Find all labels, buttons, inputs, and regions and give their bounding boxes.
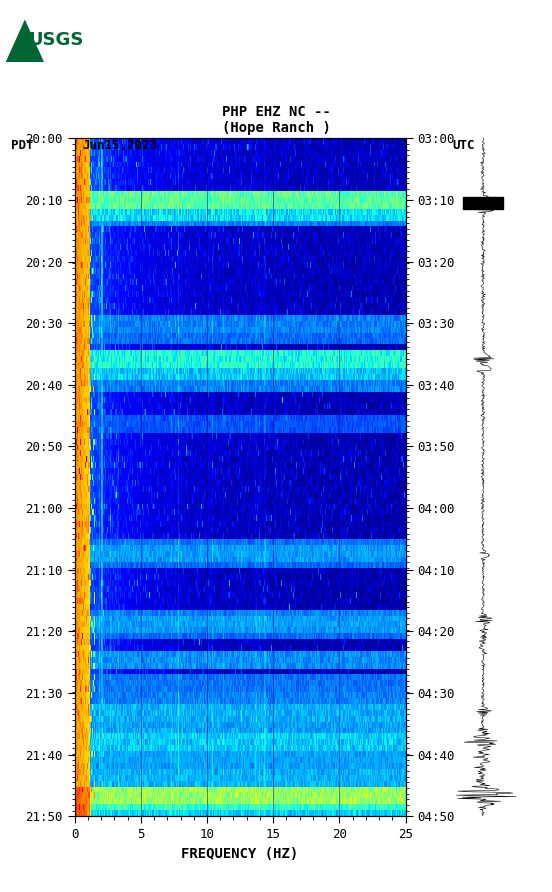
Text: USGS: USGS <box>29 31 84 49</box>
X-axis label: FREQUENCY (HZ): FREQUENCY (HZ) <box>182 847 299 861</box>
Text: UTC: UTC <box>453 139 475 153</box>
Text: PDT: PDT <box>11 139 34 153</box>
Bar <box>463 197 503 209</box>
Text: (Hope Ranch ): (Hope Ranch ) <box>221 120 331 135</box>
Text: PHP EHZ NC --: PHP EHZ NC -- <box>221 104 331 119</box>
Text: Jun15,2023: Jun15,2023 <box>83 139 158 153</box>
Polygon shape <box>6 20 44 62</box>
